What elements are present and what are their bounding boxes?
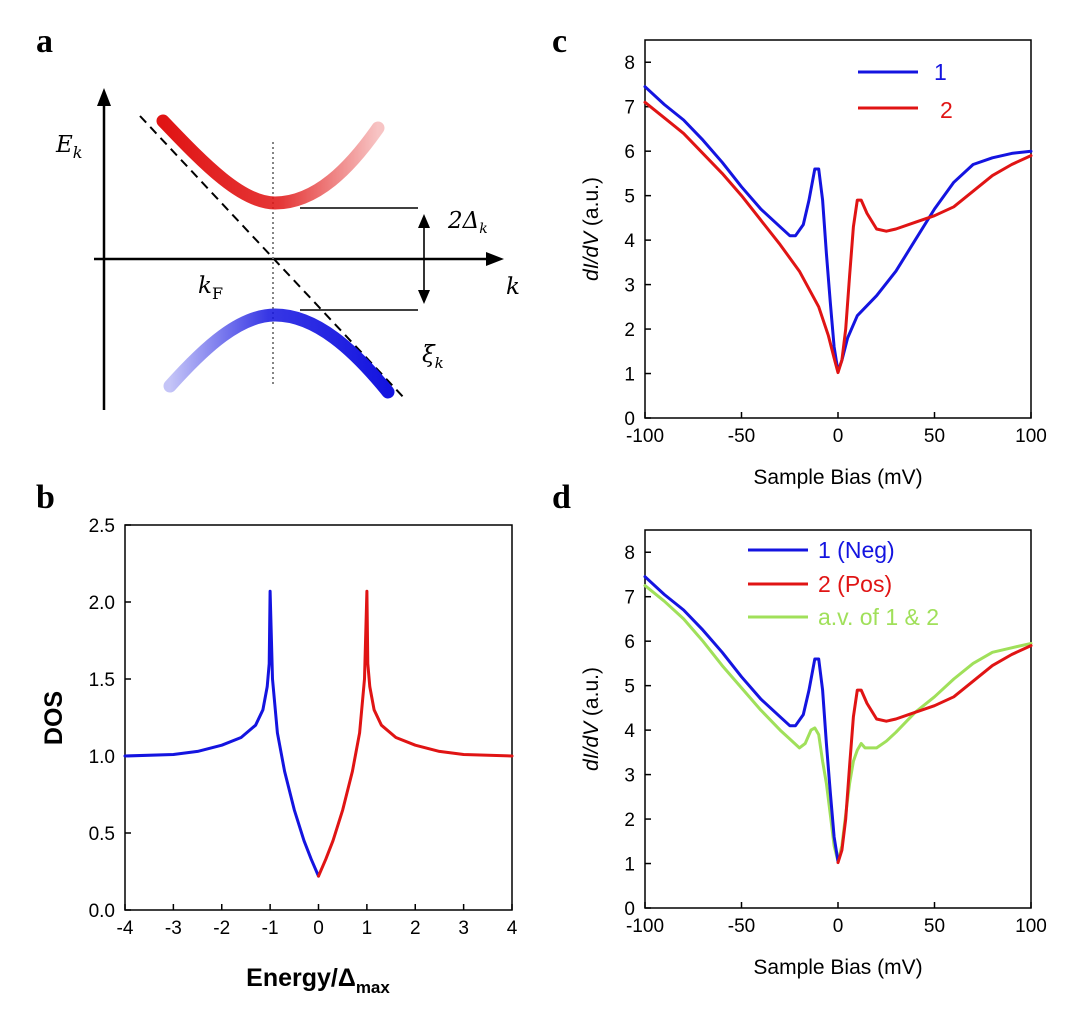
c-series-blue-line: [643, 85, 1033, 373]
d-y-tick-label: 7: [624, 588, 635, 609]
b-x-tick-label: 2: [410, 918, 421, 939]
c-y-tick-label: 1: [624, 365, 635, 386]
c-y-tick-label: 8: [624, 53, 635, 74]
spectra-d-x-axis-title: Sample Bias (mV): [753, 956, 922, 979]
panel-label-a: a: [36, 23, 53, 60]
c-y-tick-label: 6: [624, 142, 635, 163]
b-series-blue-line: [123, 589, 320, 878]
c-series-red-line: [643, 100, 1033, 375]
b-x-tick-label: 0: [313, 918, 324, 939]
dos-chart: -4 -3 -2 -1 0 1 2 3 4 0.0 0.5 1.0 1.5 2.0 2.5 Energy/Δ…: [40, 516, 518, 997]
legend-d-label-pos: 2 (Pos): [818, 571, 892, 597]
legend-d-label-avg: a.v. of 1 & 2: [818, 604, 939, 630]
panel-label-c: c: [552, 23, 567, 60]
b-x-tick-label: 3: [458, 918, 469, 939]
c-y-tick-label: 7: [624, 98, 635, 119]
c-x-tick-label: 100: [1015, 426, 1047, 447]
panel-label-b: b: [36, 479, 55, 516]
b-x-tick-label: -4: [117, 918, 134, 939]
d-series-blue-line: [643, 575, 840, 863]
legend-c-label-1: 1: [934, 59, 947, 85]
legend-d-label-neg: 1 (Neg): [818, 537, 895, 563]
b-series-red-line: [317, 589, 514, 878]
spectra-c-plot-frame: [644, 39, 1032, 419]
b-y-tick-label: 1.5: [89, 670, 115, 691]
d-y-tick-label: 8: [624, 543, 635, 564]
b-x-tick-label: 4: [507, 918, 518, 939]
dos-plot-frame: [124, 524, 513, 911]
gap-arrowhead-up: [418, 214, 430, 228]
momentum-axis-label: k: [506, 274, 520, 300]
c-x-tick-label: 0: [833, 426, 844, 447]
band-diagram: Ek k kF 2Δk ξk: [55, 88, 520, 410]
energy-axis-label: Ek: [55, 132, 83, 162]
b-y-tick-label: 2.0: [89, 593, 115, 614]
c-y-tick-label: 3: [624, 276, 635, 297]
d-x-tick-label: 100: [1015, 916, 1047, 937]
dispersion-label: ξk: [422, 342, 444, 372]
b-x-tick-label: 1: [362, 918, 373, 939]
spectra-d-y-axis-title: dI/dV (a.u.): [580, 667, 603, 771]
d-y-tick-label: 5: [624, 677, 635, 698]
b-x-tick-label: -1: [262, 918, 279, 939]
upper-band: [156, 114, 385, 210]
d-y-tick-label: 0: [624, 899, 635, 920]
lower-band: [163, 308, 395, 399]
d-series-red-line: [836, 644, 1033, 865]
b-y-tick-label: 0.0: [89, 901, 115, 922]
b-x-tick-label: -2: [213, 918, 230, 939]
legend-c-label-2: 2: [940, 97, 953, 123]
d-y-tick-label: 1: [624, 855, 635, 876]
b-y-tick-label: 0.5: [89, 824, 115, 845]
c-y-tick-label: 5: [624, 187, 635, 208]
fermi-momentum-label: kF: [198, 273, 223, 303]
c-y-tick-label: 2: [624, 320, 635, 341]
gap-label: 2Δk: [447, 208, 488, 237]
b-x-tick-label: -3: [165, 918, 182, 939]
d-y-tick-label: 6: [624, 632, 635, 653]
d-y-tick-label: 4: [624, 721, 635, 742]
dos-x-axis-title: Energy/Δmax: [246, 964, 390, 997]
panel-label-d: d: [552, 479, 571, 516]
energy-axis-arrowhead: [97, 88, 111, 106]
momentum-axis-arrowhead: [486, 252, 504, 266]
c-y-tick-label: 4: [624, 231, 635, 252]
normal-dispersion-line: [139, 115, 407, 401]
d-x-tick-label: 50: [924, 916, 945, 937]
d-x-tick-label: -50: [728, 916, 755, 937]
spectra-c-y-axis-title: dI/dV (a.u.): [580, 177, 603, 281]
spectra-c-x-axis-title: Sample Bias (mV): [753, 466, 922, 489]
dos-y-axis-title: DOS: [40, 691, 68, 745]
b-y-tick-label: 1.0: [89, 747, 115, 768]
d-x-tick-label: 0: [833, 916, 844, 937]
c-x-tick-label: 50: [924, 426, 945, 447]
d-y-tick-label: 3: [624, 766, 635, 787]
c-y-tick-label: 0: [624, 409, 635, 430]
gap-arrowhead-down: [418, 290, 430, 304]
b-y-tick-label: 2.5: [89, 516, 115, 537]
d-x-tick-label: -100: [626, 916, 664, 937]
c-x-tick-label: -100: [626, 426, 664, 447]
d-y-tick-label: 2: [624, 810, 635, 831]
c-x-tick-label: -50: [728, 426, 755, 447]
